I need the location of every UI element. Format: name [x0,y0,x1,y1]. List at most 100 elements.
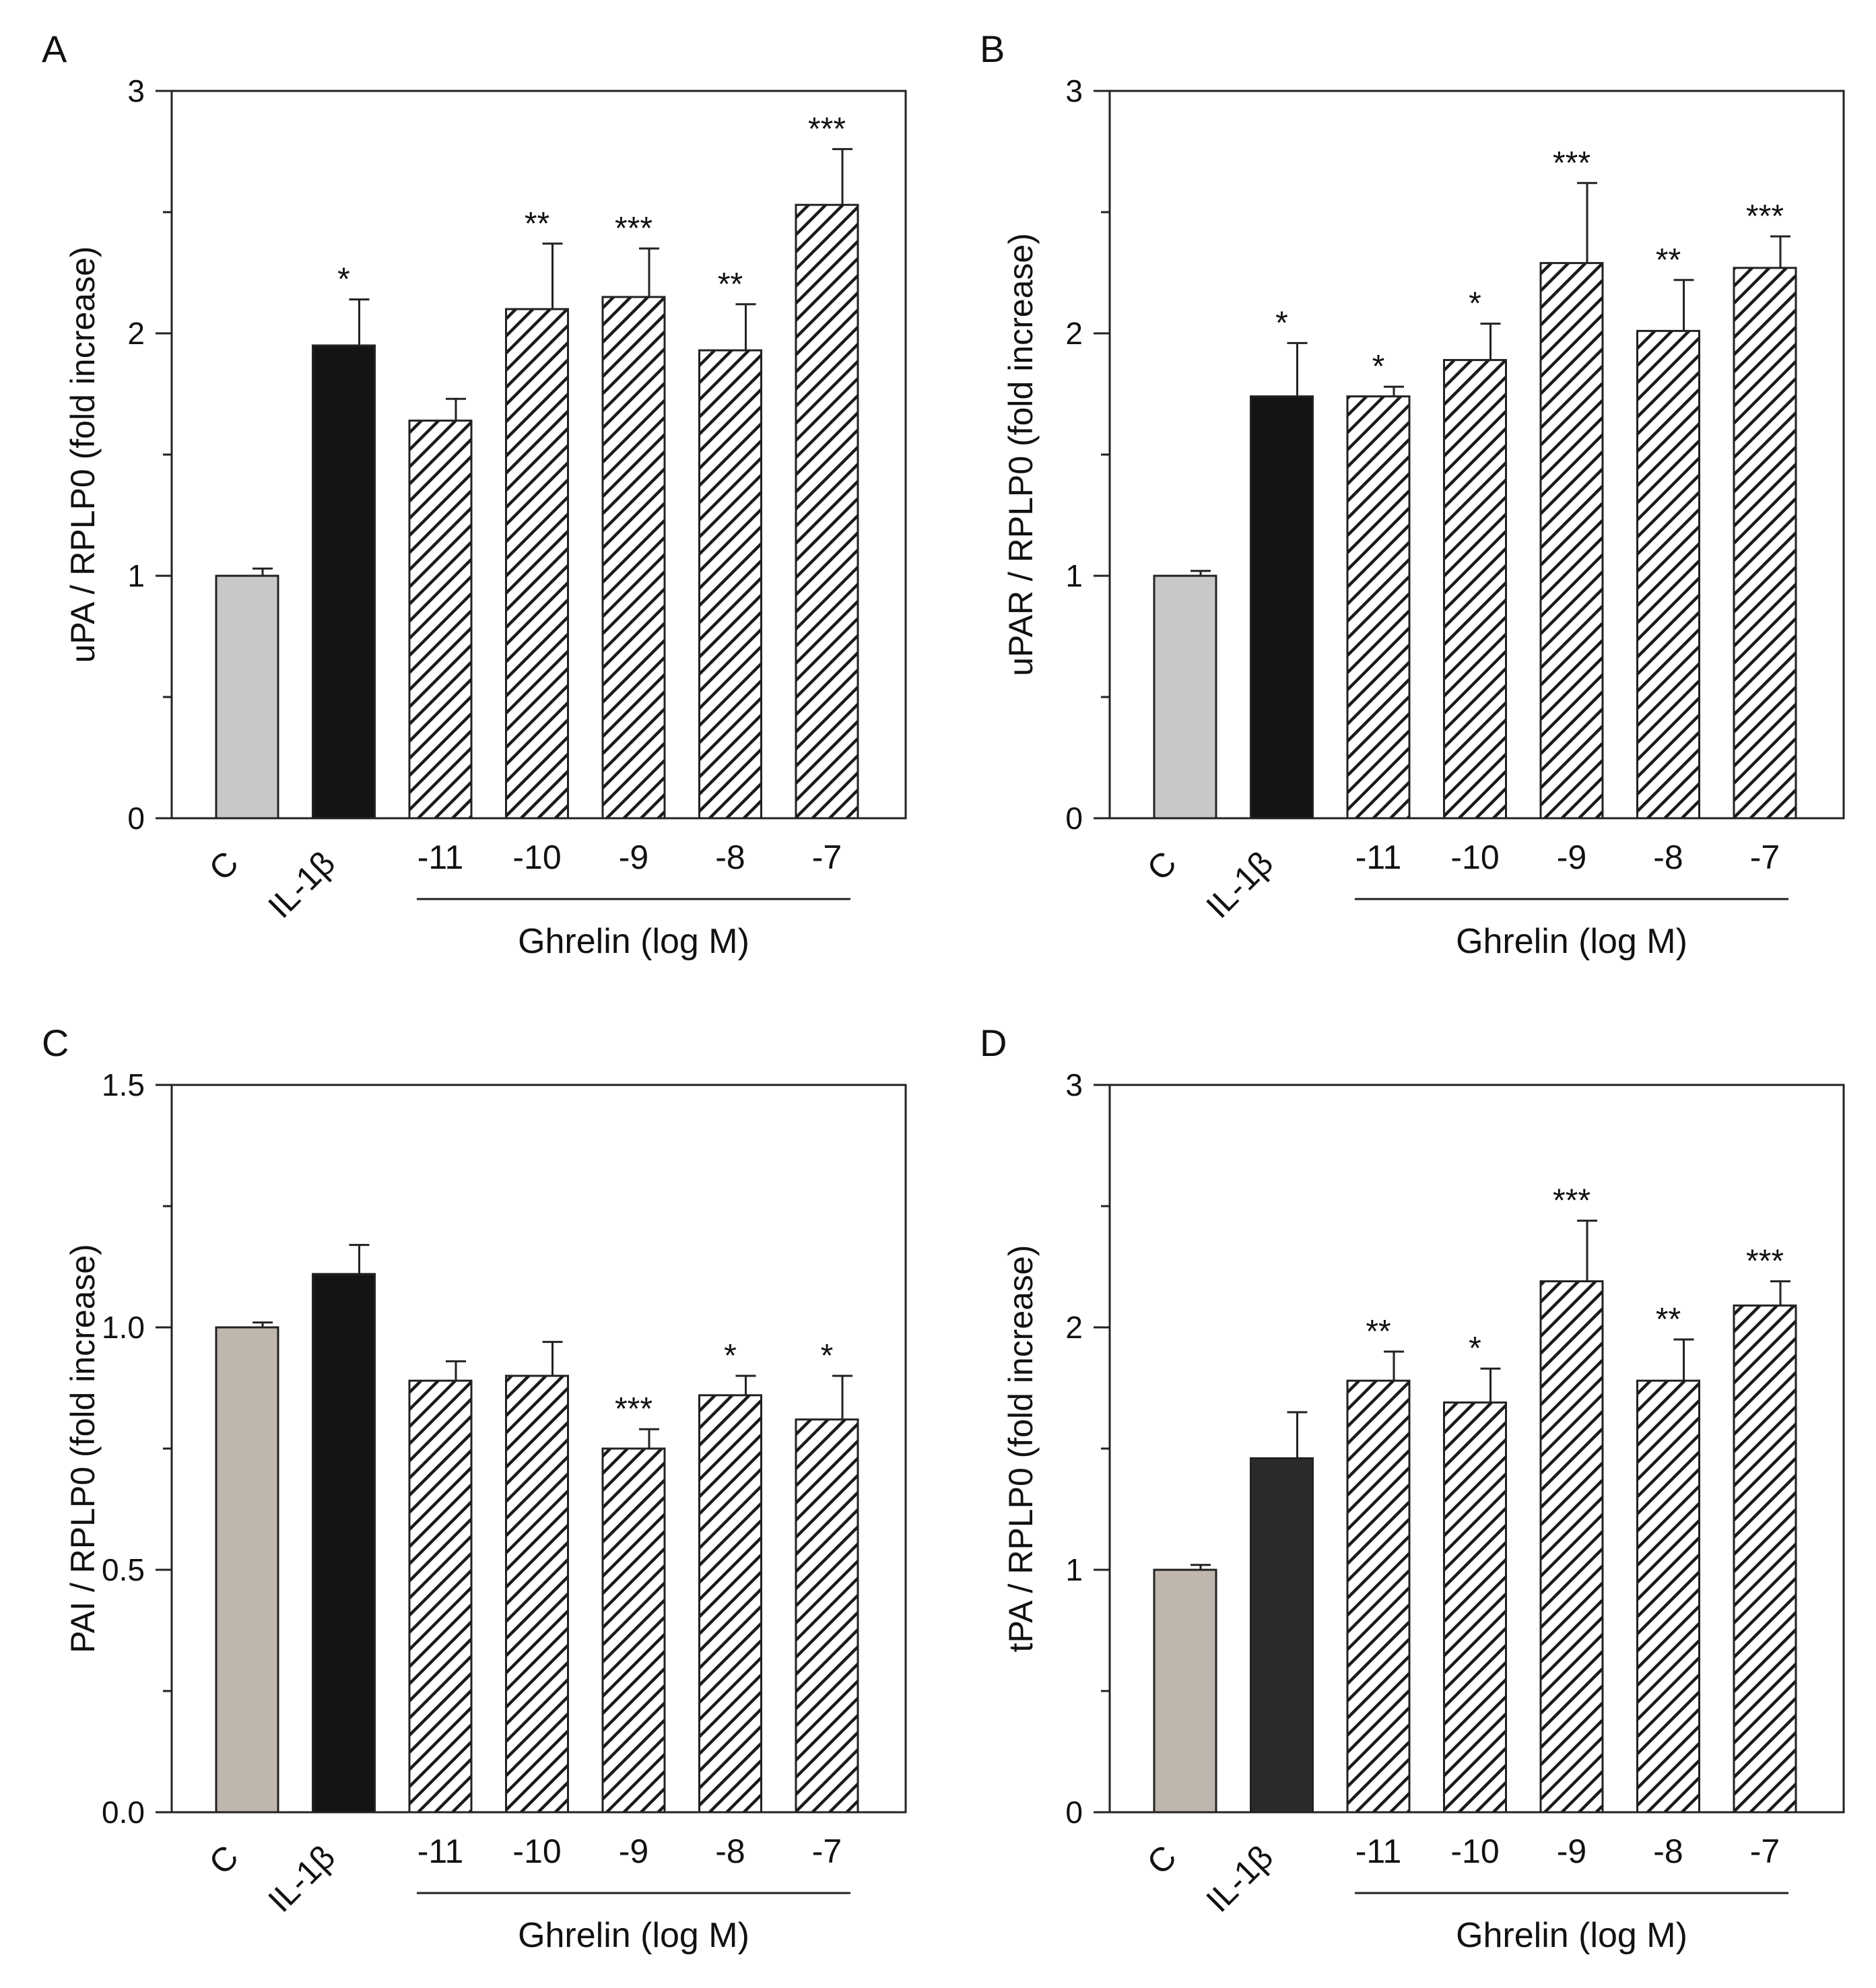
plot-frame [170,90,907,820]
x-category-label: -7 [1750,838,1780,876]
bar [312,1273,376,1814]
x-category-label: C [1140,1838,1184,1882]
bar [505,1374,569,1814]
y-axis-label: tPA / RPLP0 (fold increase) [1002,1245,1040,1653]
y-axis-label: PAI / RPLP0 (fold increase) [64,1244,102,1653]
y-tick-label: 0.5 [102,1552,145,1587]
bar [1733,267,1797,820]
bar [1443,359,1507,820]
significance-label: *** [1553,1183,1590,1219]
y-tick-label: 1.5 [102,1067,145,1102]
bar [312,344,376,820]
panel-label: C [42,1022,69,1064]
bar [795,203,859,820]
plot-frame [1108,90,1845,820]
significance-label: ** [1656,242,1681,278]
x-category-label: C [202,844,246,888]
x-category-label: -9 [619,1832,648,1870]
y-tick-label: 1 [1065,1552,1083,1587]
bar [215,1326,279,1814]
x-category-label: C [202,1838,246,1882]
bar [215,574,279,820]
y-tick-label: 0.0 [102,1795,145,1830]
y-tick-label: 0 [127,801,145,836]
chart-c: C 0.0 0.5 1.0 1.5 PAI / RPLP0 (fold increase)… [42,1022,907,1955]
significance-label: * [337,262,350,298]
y-tick-label: 2 [127,316,145,351]
significance-label: *** [1553,145,1590,181]
significance-label: *** [808,111,846,147]
bar [1153,574,1217,820]
bar [1250,1457,1314,1814]
x-category-label: -9 [619,838,648,876]
panel-c: C 0.0 0.5 1.0 1.5 PAI / RPLP0 (fold increase)… [0,994,938,1988]
x-category-label: IL-1β [261,844,342,925]
x-category-label: -10 [1450,1832,1499,1870]
chart-b: B 0 1 2 3 uPAR / RPLP0 (fold increase) C * IL-1β… [980,28,1845,961]
significance-label: ** [525,206,549,242]
significance-label: ** [1366,1314,1391,1350]
panel-a: A 0 1 2 3 uPA / RPLP0 (fold increase) C * IL-1β -… [0,0,938,994]
significance-label: ** [1656,1302,1681,1337]
x-category-label: -11 [417,1832,464,1870]
x-category-label: -10 [512,838,561,876]
x-category-label: -8 [715,838,745,876]
significance-label: * [821,1338,834,1374]
significance-label: *** [615,1391,652,1427]
panel-d: D 0 1 2 3 tPA / RPLP0 (fold increase) C IL-1β **… [938,994,1876,1988]
group-label: Ghrelin (log M) [1456,922,1687,961]
panel-b: B 0 1 2 3 uPAR / RPLP0 (fold increase) C * IL-1β… [938,0,1876,994]
significance-label: * [1275,305,1288,341]
x-category-label: -10 [1450,838,1499,876]
x-category-label: -8 [1653,838,1683,876]
x-category-label: -9 [1557,1832,1586,1870]
bar [1539,262,1604,820]
bar [1636,329,1700,820]
bar [1539,1280,1604,1814]
significance-label: * [1469,286,1481,322]
significance-label: *** [615,211,652,246]
x-category-label: IL-1β [1199,1838,1280,1919]
bar [698,349,762,820]
x-category-label: -8 [715,1832,745,1870]
bar [698,1394,762,1814]
bar [1153,1568,1217,1814]
significance-label: *** [1746,199,1784,234]
chart-a: A 0 1 2 3 uPA / RPLP0 (fold increase) C * IL-1β -… [42,28,907,961]
panel-label: D [980,1022,1007,1064]
significance-label: *** [1746,1244,1784,1280]
plot-frame [170,1084,907,1814]
x-category-label: -7 [1750,1832,1780,1870]
significance-label: ** [718,267,743,302]
bar [601,1447,666,1814]
x-category-label: C [1140,844,1184,888]
bar [1346,1379,1411,1814]
y-tick-label: 0 [1065,801,1083,836]
bar [408,420,473,820]
significance-label: * [1469,1331,1481,1366]
x-category-label: -7 [812,1832,842,1870]
bar [505,308,569,820]
group-label: Ghrelin (log M) [1456,1916,1687,1955]
x-category-label: -11 [1355,1832,1402,1870]
bar [1443,1401,1507,1814]
panel-label: B [980,28,1005,70]
y-tick-label: 1 [1065,558,1083,593]
y-tick-label: 1.0 [102,1310,145,1345]
y-tick-label: 1 [127,558,145,593]
bar [408,1379,473,1814]
panel-label: A [42,28,67,70]
x-category-label: -11 [1355,838,1402,876]
plot-frame [1108,1084,1845,1814]
y-tick-label: 3 [1065,1067,1083,1102]
significance-label: * [724,1338,737,1374]
x-category-label: -7 [812,838,842,876]
bar [1346,395,1411,820]
x-category-label: IL-1β [261,1838,342,1919]
x-category-label: IL-1β [1199,844,1280,925]
y-axis-label: uPAR / RPLP0 (fold increase) [1002,233,1040,676]
group-label: Ghrelin (log M) [518,922,749,961]
x-category-label: -10 [512,1832,561,1870]
bar [601,296,666,820]
